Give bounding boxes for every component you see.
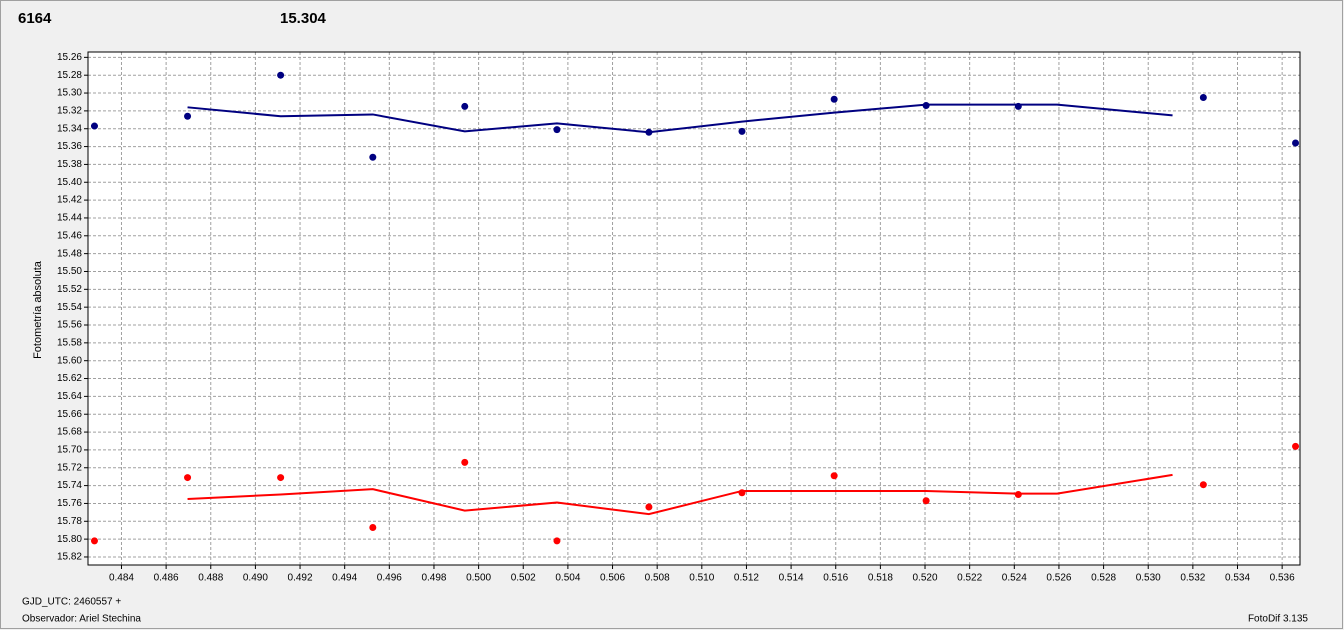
footer-text: Observador: Ariel Stechina: [22, 614, 141, 625]
y-tick-label: 15.48: [57, 248, 82, 259]
x-tick-label: 0.504: [555, 573, 580, 584]
x-tick-label: 0.506: [600, 573, 625, 584]
x-tick-label: 0.530: [1136, 573, 1161, 584]
x-tick-label: 0.512: [734, 573, 759, 584]
y-tick-label: 15.58: [57, 337, 82, 348]
x-tick-label: 0.502: [511, 573, 536, 584]
data-point: [922, 497, 930, 505]
x-tick-label: 0.536: [1270, 573, 1295, 584]
data-point: [277, 474, 285, 482]
y-tick-label: 15.68: [57, 427, 82, 438]
data-point: [830, 95, 838, 103]
y-tick-label: 15.54: [57, 302, 82, 313]
y-tick-label: 15.66: [57, 409, 82, 420]
y-tick-label: 15.72: [57, 462, 82, 473]
data-point: [184, 474, 192, 482]
x-tick-label: 0.496: [377, 573, 402, 584]
plot-border: [87, 51, 1301, 566]
data-point: [90, 122, 98, 130]
y-tick-label: 15.70: [57, 445, 82, 456]
chart-subtitle: 15.304: [280, 10, 327, 27]
y-tick-label: 15.38: [57, 159, 82, 170]
x-tick-label: 0.524: [1002, 573, 1027, 584]
y-tick-label: 15.50: [57, 266, 82, 277]
data-point: [90, 537, 98, 545]
y-tick-label: 15.64: [57, 391, 82, 402]
y-tick-label: 15.82: [57, 552, 82, 563]
x-tick-label: 0.498: [421, 573, 446, 584]
data-point: [1292, 442, 1300, 450]
data-point: [461, 458, 469, 466]
y-tick-label: 15.60: [57, 355, 82, 366]
x-tick-label: 0.500: [466, 573, 491, 584]
x-tick-label: 0.516: [823, 573, 848, 584]
x-tick-label: 0.518: [868, 573, 893, 584]
y-tick-label: 15.28: [57, 70, 82, 81]
y-tick-label: 15.78: [57, 516, 82, 527]
data-point: [553, 126, 561, 134]
data-point: [461, 102, 469, 110]
y-axis-label: Fotometría absoluta: [32, 260, 44, 359]
footer-text: GJD_UTC: 2460557 +: [22, 597, 121, 608]
data-point: [1292, 139, 1300, 147]
x-tick-label: 0.528: [1091, 573, 1116, 584]
x-tick-label: 0.490: [243, 573, 268, 584]
x-tick-label: 0.492: [288, 573, 313, 584]
data-point: [738, 127, 746, 135]
y-tick-label: 15.40: [57, 177, 82, 188]
y-tick-label: 15.80: [57, 534, 82, 545]
data-point: [1199, 94, 1207, 102]
x-tick-label: 0.484: [109, 573, 134, 584]
y-tick-label: 15.62: [57, 373, 82, 384]
x-tick-label: 0.494: [332, 573, 357, 584]
y-tick-label: 15.76: [57, 498, 82, 509]
x-tick-label: 0.508: [645, 573, 670, 584]
x-tick-label: 0.532: [1180, 573, 1205, 584]
x-tick-label: 0.514: [779, 573, 804, 584]
y-tick-label: 15.44: [57, 213, 82, 224]
y-tick-label: 15.36: [57, 141, 82, 152]
data-point: [369, 153, 377, 161]
data-point: [645, 503, 653, 511]
y-tick-label: 15.74: [57, 480, 82, 491]
y-tick-label: 15.42: [57, 195, 82, 206]
x-tick-label: 0.522: [957, 573, 982, 584]
y-tick-label: 15.26: [57, 52, 82, 63]
x-tick-label: 0.488: [198, 573, 223, 584]
data-point: [830, 472, 838, 480]
x-tick-label: 0.520: [913, 573, 938, 584]
trend-line: [187, 103, 1173, 134]
y-tick-label: 15.56: [57, 320, 82, 331]
data-point: [1199, 481, 1207, 489]
y-tick-label: 15.30: [57, 88, 82, 99]
data-point: [277, 71, 285, 79]
footer-text: FotoDif 3.135: [1248, 614, 1308, 625]
x-tick-label: 0.510: [689, 573, 714, 584]
y-tick-label: 15.32: [57, 106, 82, 117]
y-tick-label: 15.34: [57, 123, 82, 134]
x-tick-label: 0.526: [1046, 573, 1071, 584]
y-tick-label: 15.46: [57, 230, 82, 241]
chart-title: 6164: [18, 10, 52, 27]
data-point: [553, 537, 561, 545]
trend-line: [187, 473, 1173, 516]
data-point: [369, 524, 377, 532]
x-tick-label: 0.534: [1225, 573, 1250, 584]
x-tick-label: 0.486: [154, 573, 179, 584]
data-point: [184, 112, 192, 120]
y-tick-label: 15.52: [57, 284, 82, 295]
plot-area: [88, 52, 1300, 565]
